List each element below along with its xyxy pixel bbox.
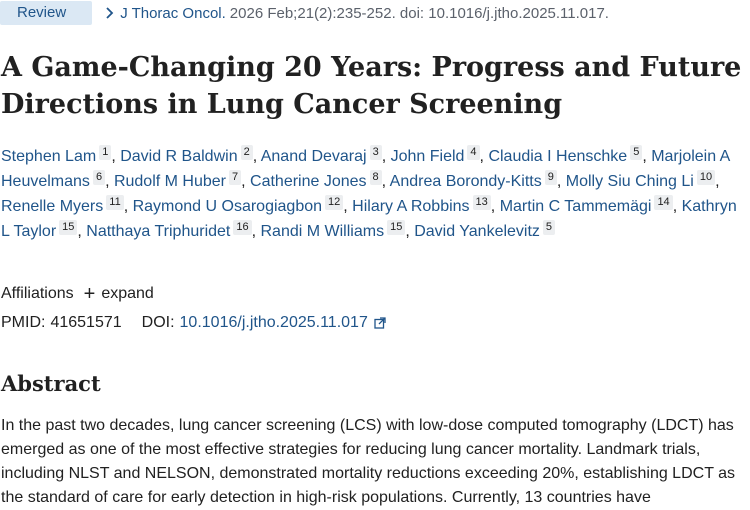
author-entry: Molly Siu Ching Li 10 xyxy=(565,170,716,190)
expand-label: expand xyxy=(101,285,154,302)
abstract-text: In the past two decades, lung cancer scr… xyxy=(1,417,736,506)
author-entry: Kathryn L Taylor 15 xyxy=(1,198,737,240)
affiliations-label: Affiliations xyxy=(1,285,74,302)
doi-link[interactable]: 10.1016/j.jtho.2025.11.017 xyxy=(179,314,368,331)
author-name-link[interactable]: Catherine Jones xyxy=(250,173,367,190)
author-name-link[interactable]: Molly Siu Ching Li xyxy=(565,173,694,190)
plus-icon: + xyxy=(83,283,96,305)
author-entry: Marjolein A Heuvelmans 6 xyxy=(1,148,729,190)
affiliations-row: Affiliations + expand xyxy=(1,283,154,305)
author-name-link[interactable]: Renelle Myers xyxy=(1,198,104,215)
author-entry: Natthaya Triphuridet 16 xyxy=(86,220,252,240)
author-entry: Catherine Jones 8 xyxy=(250,170,382,190)
chevron-right-icon xyxy=(106,7,114,19)
affiliation-number[interactable]: 5 xyxy=(630,145,643,160)
author-name-link[interactable]: David Yankelevitz xyxy=(414,223,540,240)
author-entry: Anand Devaraj 3 xyxy=(260,145,382,165)
author-name-link[interactable]: Stephen Lam xyxy=(1,148,97,165)
affiliation-number[interactable]: 1 xyxy=(99,145,112,160)
affiliation-number[interactable]: 4 xyxy=(467,145,480,160)
author-entry: Martin C Tammemägi 14 xyxy=(499,195,673,215)
article-title: A Game-Changing 20 Years: Progress and F… xyxy=(1,52,742,120)
journal-link[interactable]: J Thorac Oncol. xyxy=(120,4,226,22)
author-entry: Raymond U Osarogiagbon 12 xyxy=(132,195,344,215)
affiliation-number[interactable]: 16 xyxy=(233,220,252,235)
author-name-link[interactable]: Anand Devaraj xyxy=(260,148,367,165)
affiliation-number[interactable]: 5 xyxy=(542,220,556,235)
pmid-label: PMID: xyxy=(1,314,46,331)
author-name-link[interactable]: Claudia I Henschke xyxy=(488,148,628,165)
affiliation-number[interactable]: 6 xyxy=(92,170,106,185)
author-name-link[interactable]: Randi M Williams xyxy=(260,223,385,240)
affiliations-expand-button[interactable]: + expand xyxy=(83,283,154,305)
author-entry: David Yankelevitz 5 xyxy=(414,220,556,240)
author-entry: Hilary A Robbins 13 xyxy=(352,195,491,215)
publication-type-badge[interactable]: Review xyxy=(0,1,93,25)
author-entry: John Field 4 xyxy=(390,145,480,165)
author-name-link[interactable]: David R Baldwin xyxy=(120,148,238,165)
author-name-link[interactable]: Raymond U Osarogiagbon xyxy=(132,198,323,215)
affiliation-number[interactable]: 11 xyxy=(106,195,124,210)
author-name-link[interactable]: John Field xyxy=(390,148,465,165)
author-name-link[interactable]: Hilary A Robbins xyxy=(352,198,470,215)
author-entry: Rudolf M Huber 7 xyxy=(113,170,242,190)
affiliation-number[interactable]: 14 xyxy=(654,195,673,210)
affiliation-number[interactable]: 13 xyxy=(472,195,491,210)
affiliation-number[interactable]: 12 xyxy=(325,195,344,210)
author-entry: Randi M Williams 15 xyxy=(260,220,406,240)
author-name-link[interactable]: Natthaya Triphuridet xyxy=(86,223,231,240)
abstract-heading: Abstract xyxy=(1,371,101,396)
author-list: Stephen Lam 1, David R Baldwin 2, Anand De… xyxy=(1,145,737,240)
affiliation-number[interactable]: 9 xyxy=(544,170,557,185)
author-entry: David R Baldwin 2 xyxy=(120,145,253,165)
affiliation-number[interactable]: 15 xyxy=(387,220,406,235)
affiliation-number[interactable]: 15 xyxy=(59,220,78,235)
citation-bar: Review J Thorac Oncol. 2026 Feb;21(2):23… xyxy=(0,0,750,26)
pmid-value: 41651571 xyxy=(50,314,122,331)
author-name-link[interactable]: Rudolf M Huber xyxy=(113,173,226,190)
author-name-link[interactable]: Marjolein A Heuvelmans xyxy=(1,148,730,190)
external-link-icon[interactable] xyxy=(374,317,386,329)
author-entry: Renelle Myers 11 xyxy=(1,195,124,215)
doi-label: DOI: xyxy=(141,314,175,331)
author-name-link[interactable]: Andrea Borondy-Kitts xyxy=(389,173,542,190)
affiliation-number[interactable]: 8 xyxy=(369,170,382,185)
author-entry: Andrea Borondy-Kitts 9 xyxy=(389,170,557,190)
author-entry: Stephen Lam 1 xyxy=(1,145,112,165)
affiliation-number[interactable]: 2 xyxy=(240,145,253,160)
author-entry: Claudia I Henschke 5 xyxy=(488,145,643,165)
author-name-link[interactable]: Kathryn L Taylor xyxy=(1,198,737,240)
affiliation-number[interactable]: 3 xyxy=(369,145,382,160)
citation-text: 2026 Feb;21(2):235-252. doi: 10.1016/j.j… xyxy=(229,4,609,22)
affiliation-number[interactable]: 10 xyxy=(696,170,716,185)
author-name-link[interactable]: Martin C Tammemägi xyxy=(499,198,652,215)
identifiers-row: PMID: 41651571 DOI: 10.1016/j.jtho.2025.… xyxy=(1,314,386,332)
affiliation-number[interactable]: 7 xyxy=(229,170,242,185)
